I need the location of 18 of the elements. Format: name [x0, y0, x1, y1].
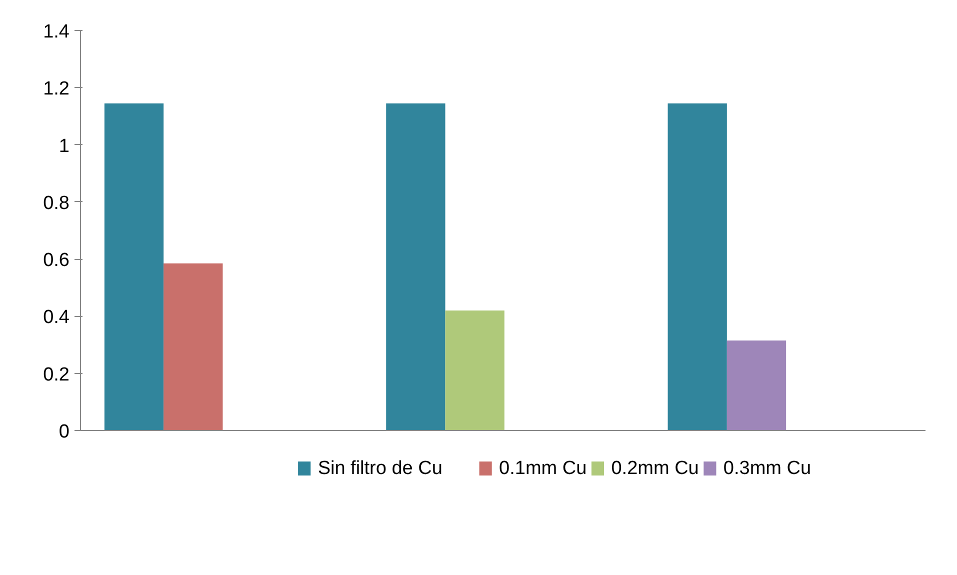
y-tick-label: 1 — [58, 136, 70, 157]
bar — [726, 340, 786, 430]
legend-label: Sin filtro de Cu — [318, 458, 442, 479]
bar — [164, 263, 223, 430]
bar — [104, 103, 164, 430]
bar — [445, 310, 504, 430]
y-tick-label: 0.8 — [43, 192, 70, 214]
legend-label: 0.3mm Cu — [723, 458, 812, 479]
y-tick-label: 0.6 — [43, 250, 70, 272]
bar — [386, 103, 446, 430]
y-tick-label: 0 — [58, 422, 70, 442]
legend-label: 0.2mm Cu — [611, 458, 699, 479]
bar — [668, 103, 727, 430]
y-tick-label: 0.4 — [43, 307, 70, 328]
y-tick-label: 0.2 — [43, 364, 70, 386]
legend-label: 0.1mm Cu — [499, 458, 587, 479]
y-tick-label: 1.2 — [43, 78, 70, 100]
y-tick-label: 1.4 — [43, 22, 70, 42]
